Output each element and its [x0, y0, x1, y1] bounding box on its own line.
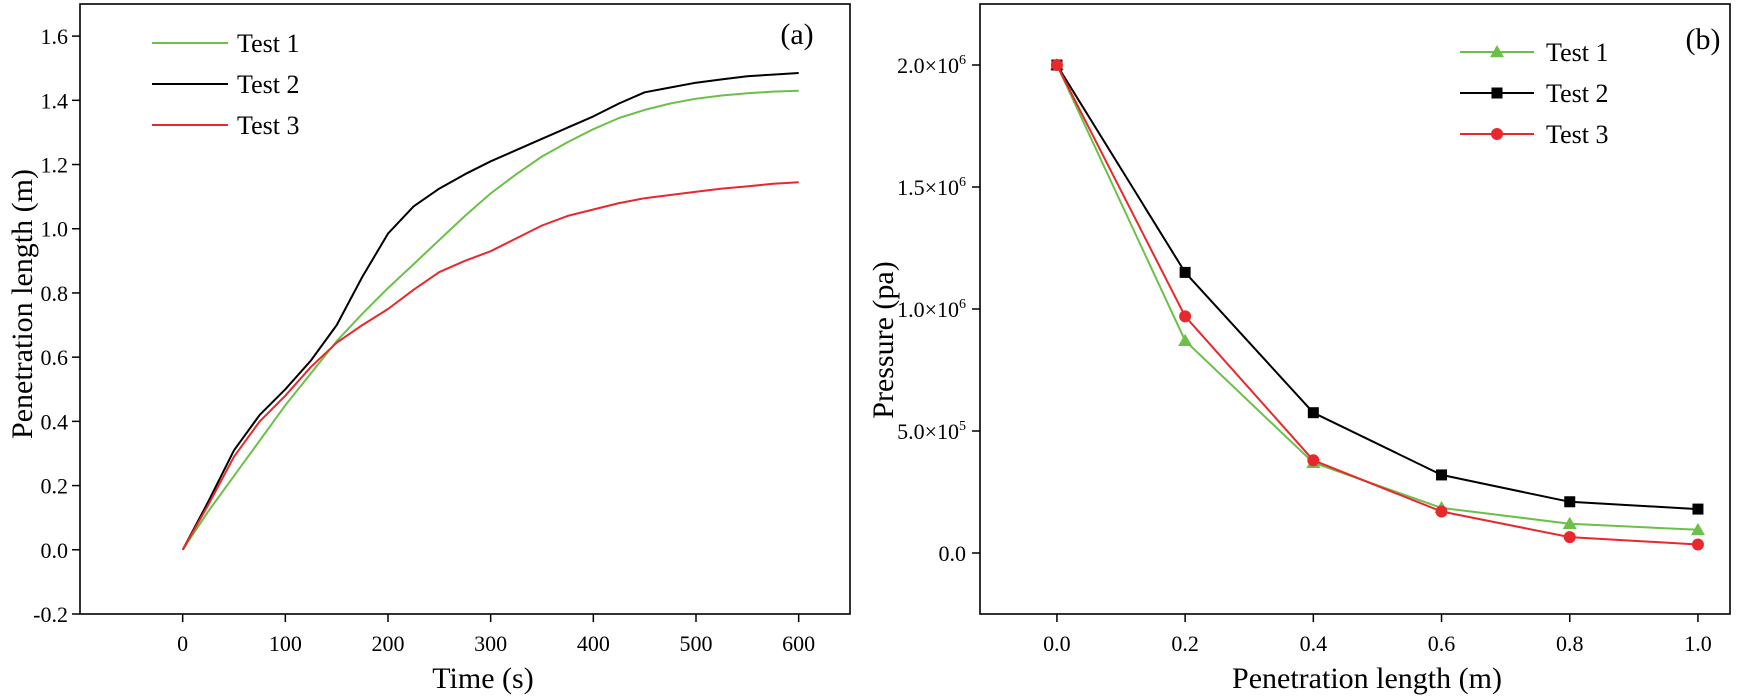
panel-a-legend-label-3: Test 3	[237, 111, 299, 140]
panel-a-y-tick-label: 0.4	[41, 409, 69, 434]
panel-b-y-tick-label: 0.0	[939, 541, 967, 566]
panel-b-legend-marker-1	[1490, 45, 1504, 58]
panel-a-x-tick-label: 0	[177, 631, 188, 656]
panel-b-data-point	[1179, 266, 1191, 278]
panel-a-chart: 0 100 200 300 400 500 600 -0.2 0.0 0.2 0.4 0.6 0.8 1.…	[6, 3, 851, 695]
panel-b-legend-label-1: Test 1	[1546, 38, 1608, 67]
panel-a-legend-label-1: Test 1	[237, 29, 299, 58]
panel-a-y-tick-label: 1.2	[41, 153, 69, 178]
panel-a-x-tick-label: 600	[782, 631, 815, 656]
panel-a-x-tick-label: 200	[372, 631, 405, 656]
panel-b-series-line-2	[1056, 64, 1698, 511]
panel-a-y-tick-label: 0.2	[41, 474, 69, 499]
panel-b-x-tick-label: 0.8	[1556, 631, 1584, 656]
panel-a-series-2	[181, 72, 799, 551]
panel-b-data-point	[1307, 454, 1320, 467]
panel-b-data-point	[1690, 522, 1705, 536]
panel-a-plot-frame	[79, 3, 851, 615]
panel-a-legend-label-2: Test 2	[237, 70, 299, 99]
panel-a-y-tick-label: 0.8	[41, 281, 69, 306]
panel-a-y-tick-label: 0.0	[41, 538, 69, 563]
panel-a-series-line-1	[181, 89, 799, 551]
panel-b-data-point	[1307, 407, 1319, 419]
panel-b-y-tick-label: 5.0×105	[897, 419, 966, 444]
panel-a-y-axis-title: Penetration length (m)	[6, 169, 39, 439]
panel-b-data-point	[1562, 516, 1577, 529]
panel-b-y-tick-label: 1.0×106	[897, 297, 966, 322]
panel-b-data-point	[1179, 310, 1192, 323]
panel-b-x-tick-label: 0.4	[1300, 631, 1328, 656]
panel-a-x-tick-label: 500	[680, 631, 713, 656]
panel-b-data-point	[1178, 333, 1193, 346]
panel-a-series-line-3	[181, 181, 799, 551]
panel-b-data-point	[1563, 531, 1576, 544]
panel-a-series-3	[181, 181, 799, 551]
panel-b-data-point	[1692, 503, 1704, 515]
panel-b-data-point	[1564, 496, 1576, 508]
panel-b-x-tick-label: 0.0	[1043, 631, 1071, 656]
panel-a-y-tick-label: 1.4	[41, 88, 69, 113]
panel-b-data-point	[1436, 469, 1448, 481]
panel-b-y-tick-label: 2.0×106	[897, 53, 966, 78]
panel-a-y-tick-label: -0.2	[33, 602, 68, 627]
panel-a-y-tick-label: 0.6	[41, 345, 69, 370]
panel-a-series-1	[181, 89, 799, 551]
panel-b-series-3	[1050, 59, 1704, 551]
panel-a-y-tick-label: 1.6	[41, 24, 69, 49]
panel-b-panel-label: (b)	[1686, 23, 1721, 56]
panel-b-data-point	[1050, 59, 1063, 71]
panel-a-y-tick-label: 1.0	[41, 217, 69, 242]
panel-b-series-line-3	[1056, 64, 1698, 546]
panel-b-x-tick-label: 0.2	[1171, 631, 1199, 656]
panel-b-legend-label-2: Test 2	[1546, 79, 1608, 108]
panel-b-y-axis-title: Pressure (pa)	[867, 261, 900, 418]
panel-b-chart: 0.0 0.2 0.4 0.6 0.8 1.0 0.0 5.0×105 1.0×106 1.5×1…	[867, 3, 1731, 695]
panel-b-y-tick-label: 1.5×106	[897, 175, 966, 200]
panel-b-legend-label-3: Test 3	[1546, 120, 1608, 149]
panel-a-panel-label: (a)	[780, 18, 813, 51]
panel-b-plot-frame	[979, 3, 1731, 615]
panel-b-x-axis-title: Penetration length (m)	[1232, 662, 1502, 695]
panel-a-x-tick-label: 300	[474, 631, 507, 656]
panel-b-data-point	[1435, 505, 1448, 518]
panel-b-data-point	[1691, 538, 1704, 551]
panel-a-x-tick-label: 100	[269, 631, 302, 656]
panel-a-x-tick-label: 400	[577, 631, 610, 656]
panel-b-legend-marker-2	[1491, 87, 1503, 99]
panel-a-x-axis-title: Time (s)	[432, 662, 533, 695]
panel-a-series-line-2	[181, 72, 799, 551]
panel-b-x-tick-label: 0.6	[1428, 631, 1456, 656]
panel-b-x-tick-label: 1.0	[1684, 631, 1712, 656]
panel-b-legend-marker-3	[1491, 128, 1503, 140]
